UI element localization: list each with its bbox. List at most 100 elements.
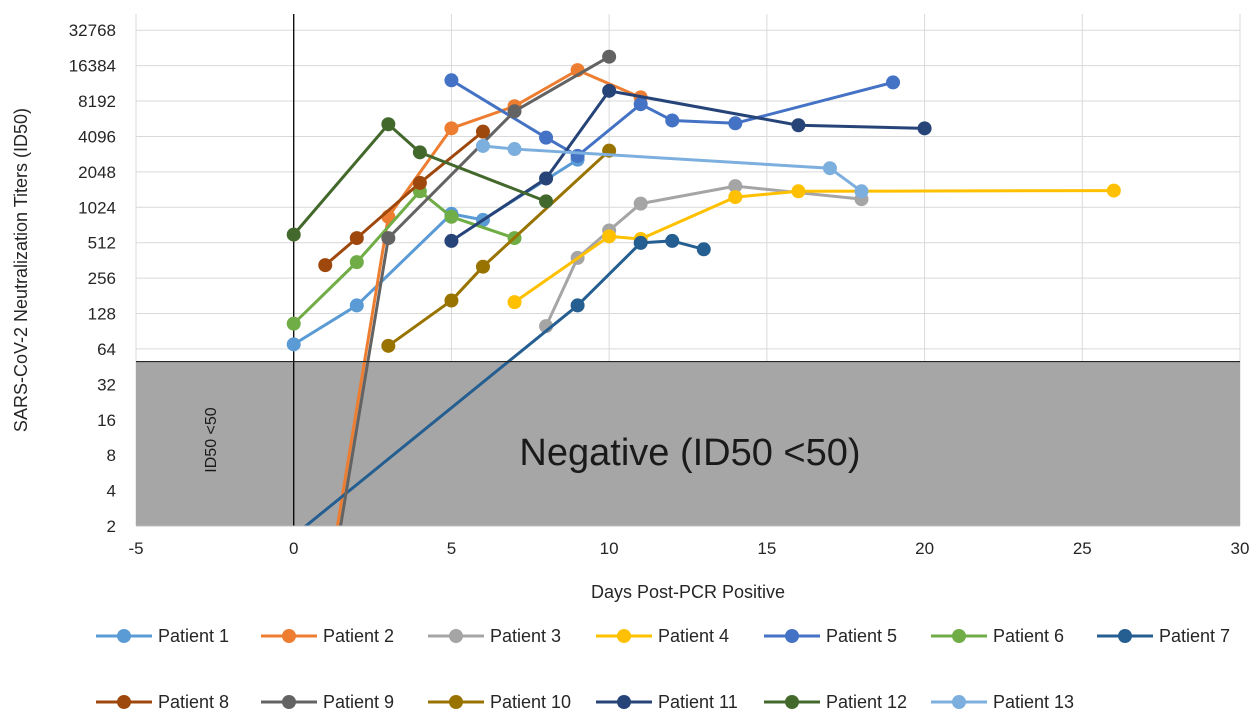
y-axis-title: SARS-CoV-2 Neutralization Titers (ID50) [11,108,31,432]
data-point [349,298,364,313]
series-line-3 [544,184,862,327]
data-point [570,148,585,163]
data-point [381,117,396,132]
legend-label: Patient 2 [323,626,394,646]
tick-labels: 2 4 8 16 32 64 128 256 512 1024 2048 4096 8192 16384 3… [69,21,1250,558]
y-tick-label: 512 [88,234,116,253]
legend-label: Patient 3 [490,626,561,646]
data-point [791,184,806,199]
x-tick-label: 10 [600,539,619,558]
series-line-2 [335,68,642,526]
legend-item-12: Patient 12 [764,692,907,712]
legend-label: Patient 1 [158,626,229,646]
data-point [286,227,301,242]
x-tick-label: 20 [915,539,934,558]
legend-swatch-marker [117,695,131,709]
legend-swatch-marker [1118,629,1132,643]
series-6 [286,184,522,331]
x-tick-label: 25 [1073,539,1092,558]
id50-vertical-label: ID50 <50 [203,407,220,472]
series-12 [286,117,554,242]
legend-swatch-marker [449,629,463,643]
data-point [507,295,522,310]
legend-item-2: Patient 2 [261,626,394,646]
legend-swatch-marker [952,629,966,643]
x-axis-title: Days Post-PCR Positive [591,582,785,602]
y-tick-label: 32 [97,375,116,394]
data-point [728,116,743,131]
data-point [444,209,459,224]
legend-label: Patient 9 [323,692,394,712]
series-9 [339,49,617,526]
data-point [539,130,554,145]
data-point [444,73,459,88]
series-line-12 [292,122,547,236]
negative-region [136,361,1240,526]
legend-swatch-marker [617,695,631,709]
legend-swatch-marker [282,695,296,709]
legend-label: Patient 10 [490,692,571,712]
data-point [318,258,333,273]
series-11 [444,83,932,248]
legend-item-9: Patient 9 [261,692,394,712]
series-line-6 [292,189,515,325]
legend-item-10: Patient 10 [428,692,571,712]
data-point [633,97,648,112]
data-point [822,161,837,176]
x-tick-label: 0 [289,539,298,558]
data-point [349,231,364,246]
data-point [917,121,932,136]
data-point [412,145,427,160]
data-point [412,175,427,190]
y-tick-label: 8192 [78,92,116,111]
legend-item-11: Patient 11 [596,692,738,712]
series-7 [303,233,711,526]
legend-item-4: Patient 4 [596,626,729,646]
data-point [1106,183,1121,198]
y-tick-label: 4096 [78,127,116,146]
legend-item-5: Patient 5 [764,626,897,646]
data-point [507,142,522,157]
data-point [602,229,617,244]
data-point [665,233,680,248]
series-line-9 [339,55,610,526]
data-point [444,293,459,308]
data-point [475,138,490,153]
series-4 [507,183,1121,310]
y-tick-label: 2048 [78,163,116,182]
legend-label: Patient 8 [158,692,229,712]
data-point [602,83,617,98]
y-tick-label: 1024 [78,198,116,217]
data-point [381,231,396,246]
series-line-4 [513,189,1114,304]
x-tick-label: 15 [757,539,776,558]
data-point [286,337,301,352]
data-point [444,233,459,248]
legend-label: Patient 12 [826,692,907,712]
series-layer [286,49,1121,526]
y-tick-label: 256 [88,269,116,288]
data-point [791,118,806,133]
data-point [539,194,554,209]
legend-item-7: Patient 7 [1097,626,1230,646]
legend-swatch-marker [952,695,966,709]
data-point [602,49,617,64]
x-tick-label: 30 [1231,539,1250,558]
legend-label: Patient 7 [1159,626,1230,646]
series-line-8 [324,130,484,267]
legend-label: Patient 4 [658,626,729,646]
data-point [475,259,490,274]
legend: Patient 1 Patient 2 Patient 3 Patient 4 Pati… [96,626,1230,712]
data-point [381,338,396,353]
legend-swatch-marker [117,629,131,643]
y-tick-label: 16 [97,411,116,430]
data-point [854,184,869,199]
legend-label: Patient 11 [658,692,738,712]
y-tick-label: 32768 [69,21,116,40]
series-13 [475,138,869,199]
legend-swatch-marker [282,629,296,643]
y-tick-label: 16384 [69,57,116,76]
negative-region-label: Negative (ID50 <50) [519,432,860,474]
legend-item-13: Patient 13 [931,692,1074,712]
legend-swatch-marker [449,695,463,709]
